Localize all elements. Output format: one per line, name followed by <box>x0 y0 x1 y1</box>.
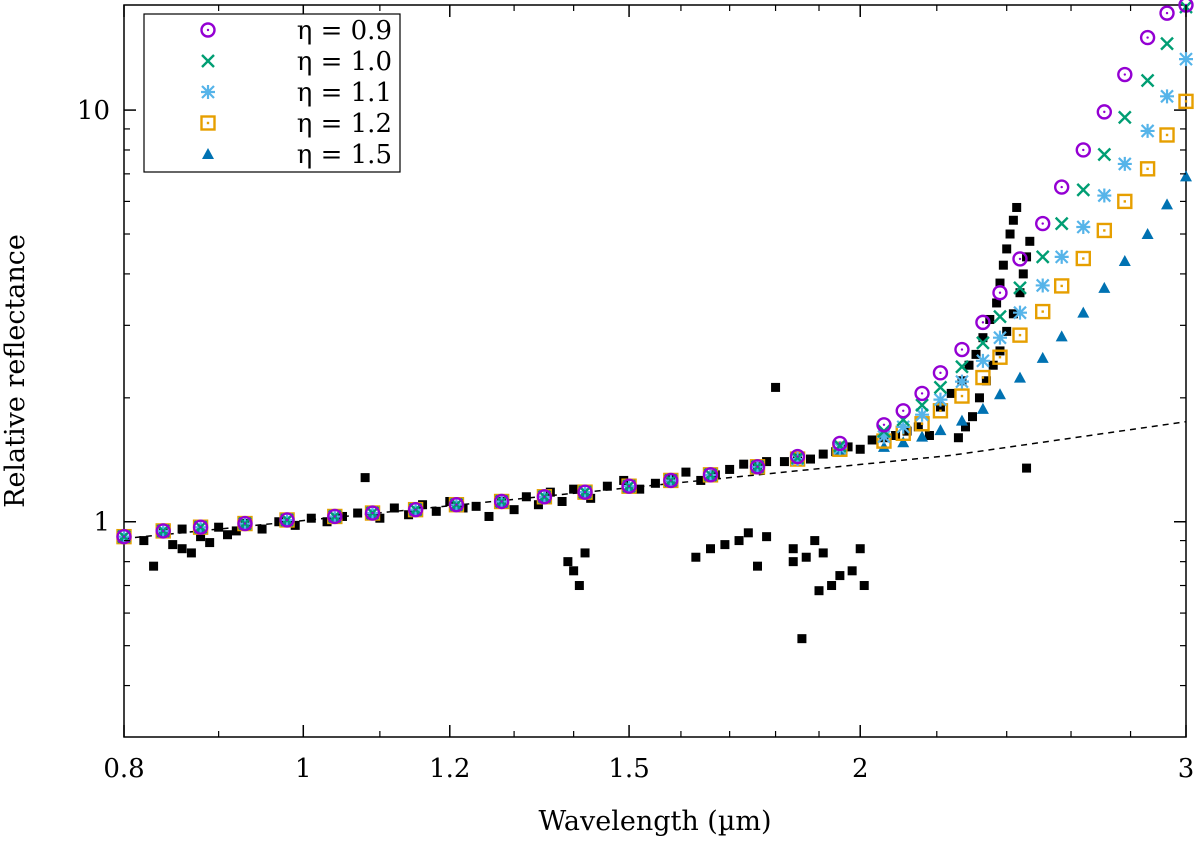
data-point <box>896 420 910 434</box>
data-point <box>432 507 441 516</box>
data-point <box>968 412 977 421</box>
data-point <box>353 509 362 518</box>
data-point <box>848 566 857 575</box>
data-point <box>1019 269 1028 278</box>
data-point <box>933 393 947 407</box>
data-point <box>1055 250 1069 264</box>
data-point <box>739 460 748 469</box>
data-point <box>205 538 214 547</box>
data-point <box>827 581 836 590</box>
data-point <box>510 505 519 514</box>
data-point <box>954 433 963 442</box>
data-point <box>856 445 865 454</box>
x-tick-label: 1.2 <box>429 754 470 784</box>
data-point <box>1179 52 1193 66</box>
x-axis-title: Wavelength (µm) <box>538 806 771 837</box>
x-tick-label: 3 <box>1178 754 1195 784</box>
legend-label: η = 1.0 <box>297 47 392 77</box>
data-point <box>223 530 232 539</box>
data-point <box>780 457 789 466</box>
data-point <box>1012 203 1021 212</box>
data-point <box>1076 220 1090 234</box>
data-point <box>1006 230 1015 239</box>
data-point <box>1002 244 1011 253</box>
data-point <box>178 544 187 553</box>
data-point <box>472 502 481 511</box>
data-point <box>258 525 267 534</box>
legend-label: η = 0.9 <box>297 16 392 46</box>
data-point <box>771 383 780 392</box>
data-point <box>789 557 798 566</box>
data-point <box>993 331 1007 345</box>
data-point <box>361 473 370 482</box>
data-point <box>149 562 158 571</box>
data-point <box>706 544 715 553</box>
data-point <box>651 479 660 488</box>
data-point <box>168 540 177 549</box>
data-point <box>753 562 762 571</box>
data-point <box>789 544 798 553</box>
data-point <box>955 375 969 389</box>
data-point <box>558 497 567 506</box>
data-point <box>762 532 771 541</box>
data-point <box>569 566 578 575</box>
y-axis-title: Relative reflectance <box>0 234 31 508</box>
legend-label: η = 1.5 <box>297 140 392 170</box>
data-point <box>860 581 869 590</box>
data-point <box>484 512 493 521</box>
data-point <box>563 557 572 566</box>
data-point <box>976 354 990 368</box>
y-tick-label: 10 <box>77 96 110 126</box>
data-point <box>1009 216 1018 225</box>
data-point <box>815 586 824 595</box>
data-point <box>390 503 399 512</box>
data-point <box>569 485 578 494</box>
data-point <box>735 536 744 545</box>
data-point <box>691 553 700 562</box>
data-point <box>1118 157 1132 171</box>
data-point <box>1022 464 1031 473</box>
data-point <box>214 523 223 532</box>
y-tick-label: 1 <box>93 508 110 538</box>
data-point <box>178 525 187 534</box>
data-point <box>975 393 984 402</box>
data-point <box>725 465 734 474</box>
data-point <box>744 528 753 537</box>
data-point <box>681 468 690 477</box>
x-tick-label: 0.8 <box>103 754 144 784</box>
data-point <box>603 482 612 491</box>
data-point <box>720 540 729 549</box>
data-point <box>819 450 828 459</box>
data-point <box>999 261 1008 270</box>
x-tick-label: 1 <box>295 754 312 784</box>
data-point <box>802 553 811 562</box>
data-point <box>810 536 819 545</box>
x-tick-label: 1.5 <box>608 754 649 784</box>
data-point <box>187 548 196 557</box>
data-point <box>575 581 584 590</box>
data-point <box>1097 189 1111 203</box>
data-point <box>835 571 844 580</box>
data-point <box>856 544 865 553</box>
legend-label: η = 1.1 <box>297 78 392 108</box>
data-point <box>806 455 815 464</box>
data-point <box>1160 89 1174 103</box>
data-point <box>307 514 316 523</box>
data-point <box>1025 237 1034 246</box>
data-point <box>819 548 828 557</box>
legend-marker <box>201 85 215 99</box>
data-point <box>1013 306 1027 320</box>
data-point <box>1141 124 1155 138</box>
legend-label: η = 1.2 <box>297 109 392 139</box>
data-point <box>581 548 590 557</box>
x-tick-label: 2 <box>852 754 869 784</box>
data-point <box>139 536 148 545</box>
data-point <box>1036 278 1050 292</box>
data-point <box>522 492 531 501</box>
data-point <box>797 634 806 643</box>
data-point <box>868 435 877 444</box>
